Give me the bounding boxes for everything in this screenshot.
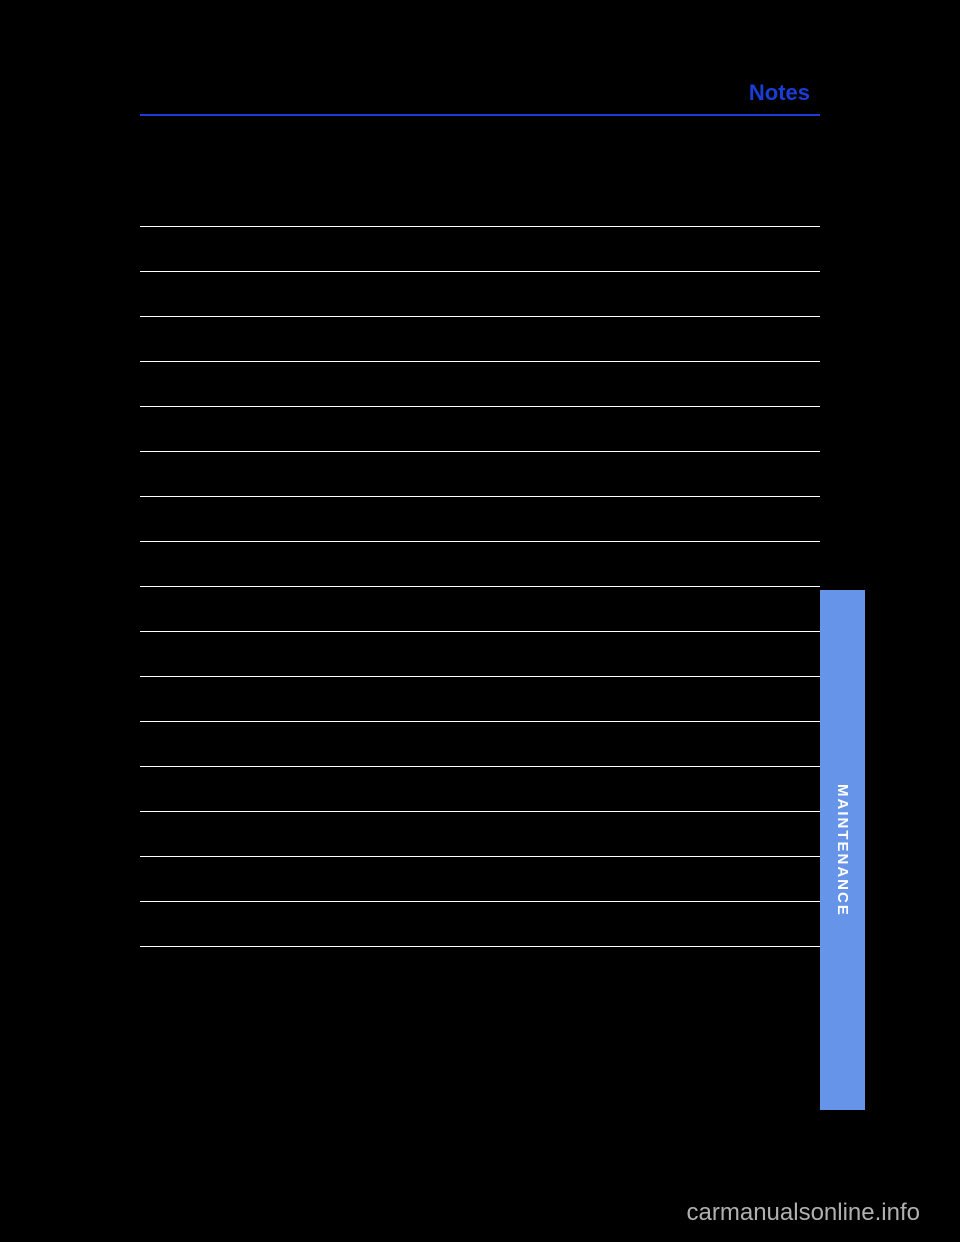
section-tab-label: MAINTENANCE (834, 784, 851, 917)
note-line (140, 946, 820, 947)
header-divider (140, 114, 820, 116)
note-line (140, 451, 820, 452)
note-line (140, 631, 820, 632)
section-tab: MAINTENANCE (820, 590, 865, 1110)
note-line (140, 766, 820, 767)
note-line (140, 586, 820, 587)
note-line (140, 676, 820, 677)
note-line (140, 316, 820, 317)
note-line (140, 271, 820, 272)
page-title: Notes (140, 80, 820, 106)
note-line (140, 496, 820, 497)
notes-lines-container (140, 226, 820, 947)
note-line (140, 406, 820, 407)
note-line (140, 811, 820, 812)
page-content: Notes (140, 80, 820, 1130)
note-line (140, 901, 820, 902)
note-line (140, 856, 820, 857)
note-line (140, 541, 820, 542)
watermark-text: carmanualsonline.info (687, 1199, 920, 1227)
note-line (140, 721, 820, 722)
note-line (140, 361, 820, 362)
note-line (140, 226, 820, 227)
